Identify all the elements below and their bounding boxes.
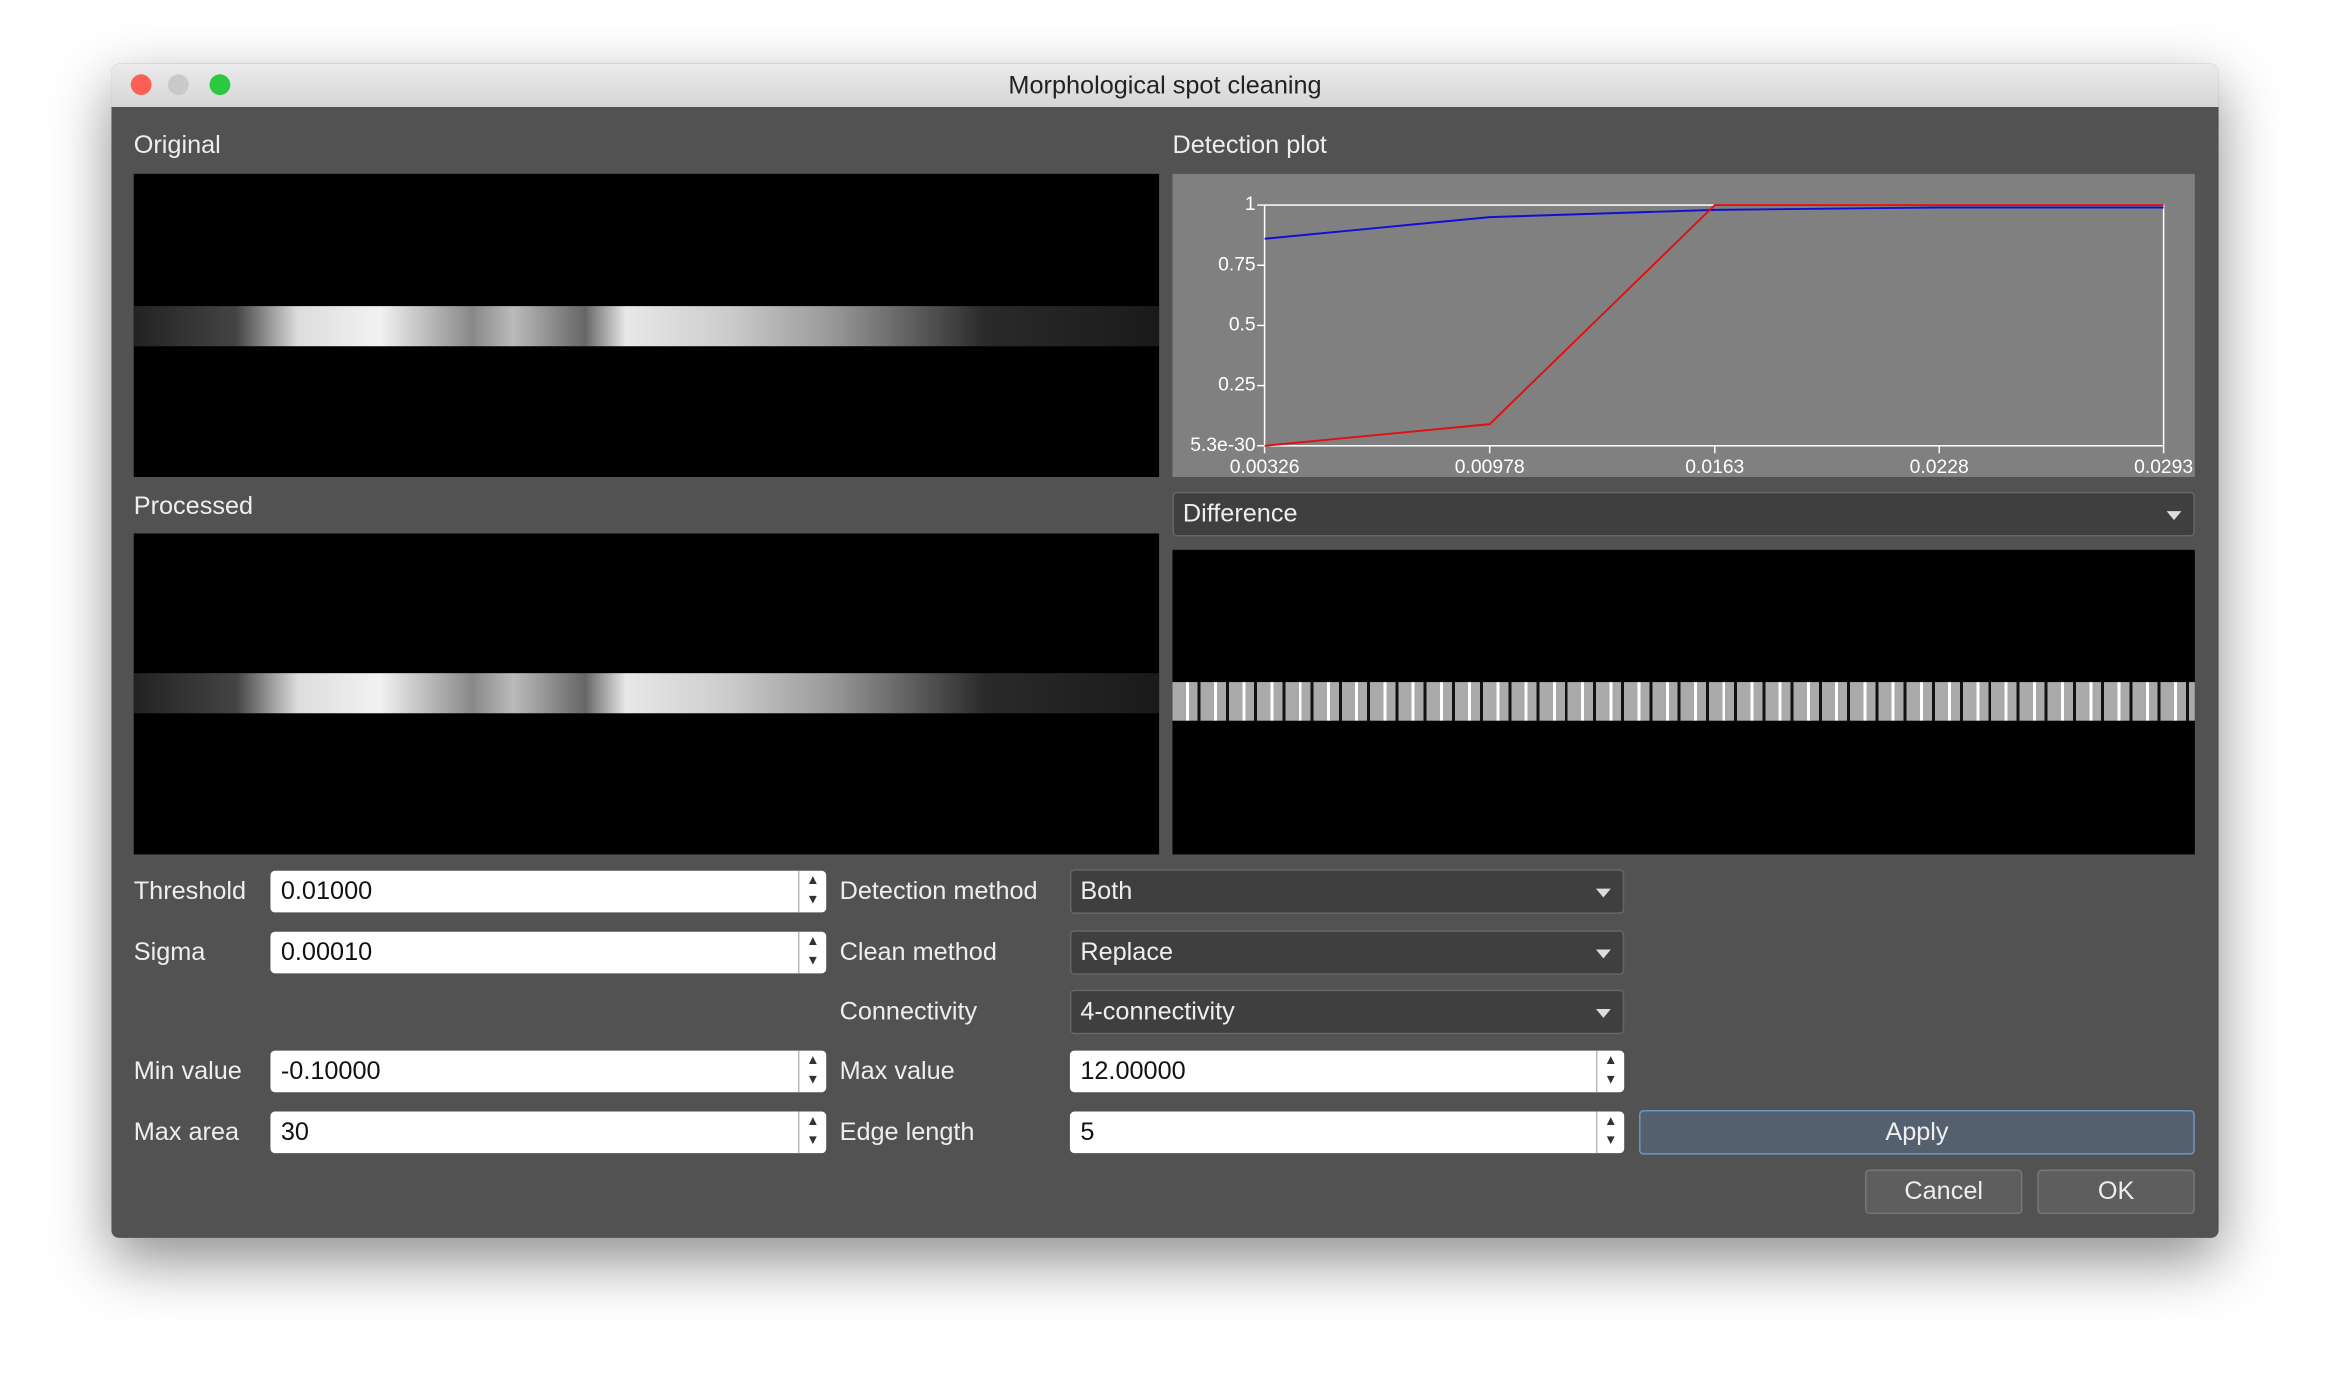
min-value-input[interactable]: -0.10000 ▲ ▼	[270, 1050, 827, 1093]
y-tick-label: 0.75	[1218, 254, 1256, 275]
plot-frame	[1263, 204, 2165, 447]
clean-method-select[interactable]: Replace	[1069, 930, 1625, 975]
spin-buttons[interactable]: ▲ ▼	[797, 1050, 826, 1093]
series-line	[1264, 206, 2164, 240]
field-value: 0.00010	[280, 937, 373, 966]
minimize-button[interactable]	[167, 74, 189, 96]
field-label: Sigma	[133, 937, 206, 966]
max-value-input[interactable]: 12.00000 ▲ ▼	[1069, 1050, 1625, 1093]
field-value: Both	[1080, 876, 1133, 905]
apply-button[interactable]: Apply	[1639, 1110, 2195, 1155]
detection-method-select[interactable]: Both	[1069, 869, 1625, 914]
x-tick-label: 0.00326	[1230, 457, 1300, 477]
spin-buttons[interactable]: ▲ ▼	[797, 870, 826, 913]
field-value: 30	[280, 1117, 309, 1146]
close-button[interactable]	[130, 74, 152, 96]
cancel-button[interactable]: Cancel	[1864, 1169, 2023, 1215]
field-value: -0.10000	[280, 1056, 381, 1085]
connectivity-select[interactable]: 4-connectivity	[1069, 989, 1625, 1035]
field-value: Replace	[1080, 937, 1174, 966]
y-tick-label: 0.25	[1218, 375, 1256, 396]
field-value: 4-connectivity	[1080, 997, 1235, 1026]
view-select-value: Difference	[1182, 499, 1298, 528]
x-tick-label: 0.0163	[1685, 457, 1744, 477]
field-label: Connectivity	[839, 997, 978, 1026]
y-tick-label: 1	[1245, 194, 1256, 215]
field-label: Edge length	[839, 1117, 975, 1146]
x-tick-label: 0.00978	[1455, 457, 1525, 477]
processed-image	[133, 533, 1160, 855]
detection-plot: 5.3e-30 0.25 0.5 0.75 1 0.00326 0.00978 0.0163 0…	[1172, 173, 2195, 478]
spin-buttons[interactable]: ▲ ▼	[797, 1111, 826, 1154]
field-label: Max value	[839, 1056, 955, 1085]
zoom-button[interactable]	[209, 74, 231, 96]
field-label: Threshold	[133, 876, 247, 905]
y-tick-label: 0.5	[1229, 315, 1256, 336]
panel-label: Processed	[133, 491, 254, 521]
field-label: Detection method	[839, 876, 1038, 905]
spin-buttons[interactable]: ▲ ▼	[1595, 1111, 1624, 1154]
y-tick-label: 5.3e-30	[1190, 435, 1255, 456]
x-tick-label: 0.0293	[2134, 457, 2193, 477]
ok-button[interactable]: OK	[2037, 1169, 2195, 1215]
panel-label: Detection plot	[1172, 130, 1327, 160]
sigma-input[interactable]: 0.00010 ▲ ▼	[270, 931, 827, 974]
view-select[interactable]: Difference	[1172, 491, 2195, 537]
window-title: Morphological spot cleaning	[1008, 71, 1322, 100]
max-area-input[interactable]: 30 ▲ ▼	[270, 1111, 827, 1154]
difference-image	[1172, 549, 2195, 855]
field-value: 5	[1080, 1117, 1095, 1146]
x-tick-label: 0.0228	[1910, 457, 1969, 477]
field-label: Clean method	[839, 937, 997, 966]
series-line	[1264, 204, 2164, 447]
field-label: Min value	[133, 1056, 242, 1085]
panel-label: Original	[133, 130, 221, 160]
original-image	[133, 173, 1160, 478]
spin-buttons[interactable]: ▲ ▼	[797, 931, 826, 974]
field-value: 12.00000	[1080, 1056, 1186, 1085]
title-bar: Morphological spot cleaning	[111, 63, 2219, 107]
field-value: 0.01000	[280, 876, 373, 905]
field-label: Max area	[133, 1117, 240, 1146]
threshold-input[interactable]: 0.01000 ▲ ▼	[270, 870, 827, 913]
spin-buttons[interactable]: ▲ ▼	[1595, 1050, 1624, 1093]
edge-length-input[interactable]: 5 ▲ ▼	[1069, 1111, 1625, 1154]
